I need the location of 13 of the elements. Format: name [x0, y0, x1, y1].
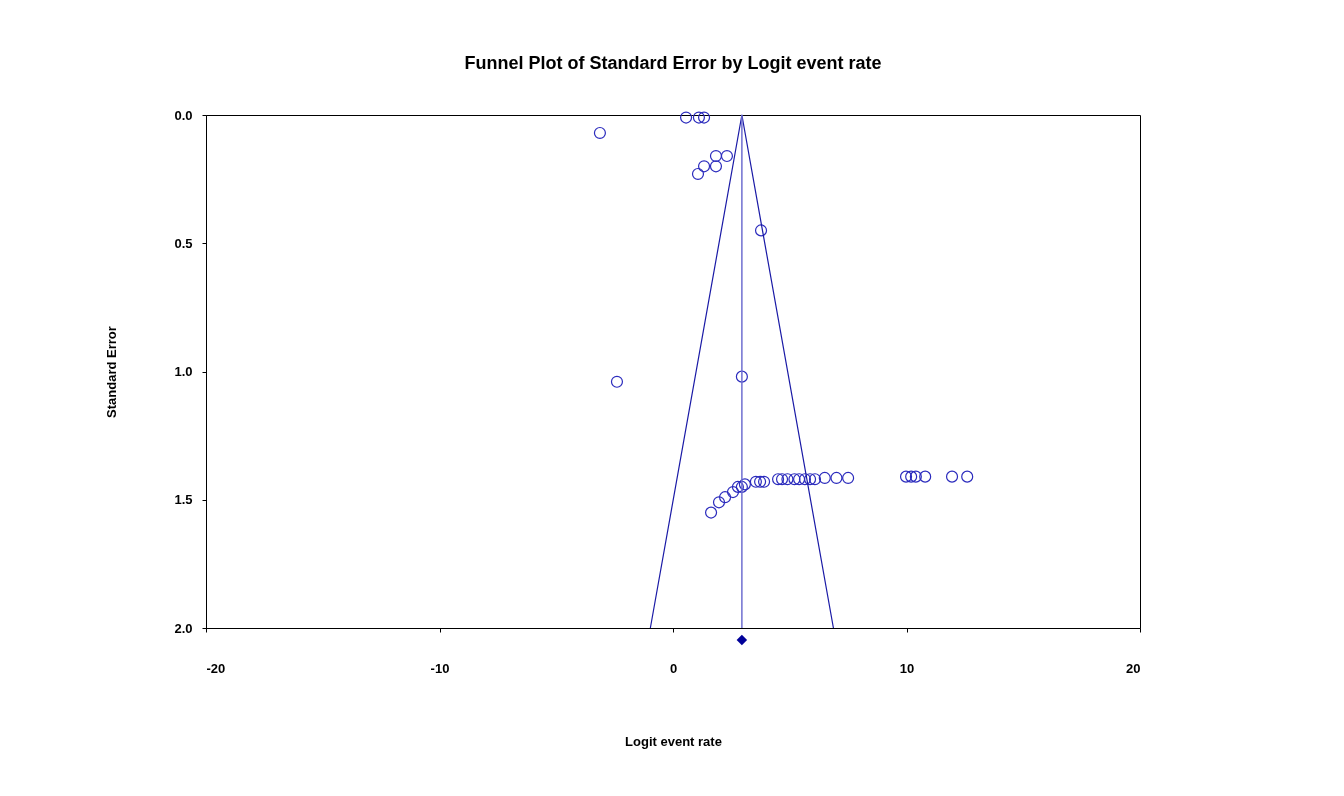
- y-tick-label: 0.5: [174, 235, 193, 251]
- x-axis-title: Logit event rate: [625, 733, 722, 749]
- y-tick-label: 0.0: [174, 107, 193, 123]
- x-tick-label: 20: [1126, 660, 1141, 676]
- y-tick-label: 1.5: [174, 492, 193, 508]
- x-tick-label: 10: [899, 660, 915, 676]
- chart-title: Funnel Plot of Standard Error by Logit event rate: [464, 53, 882, 73]
- y-tick-label: 2.0: [174, 620, 193, 636]
- x-tick-label: -20: [206, 660, 226, 676]
- x-tick-label: -10: [430, 660, 450, 676]
- y-axis-title: Standard Error: [104, 326, 120, 418]
- x-tick-label: 0: [669, 660, 678, 676]
- y-tick-label: 1.0: [174, 364, 193, 379]
